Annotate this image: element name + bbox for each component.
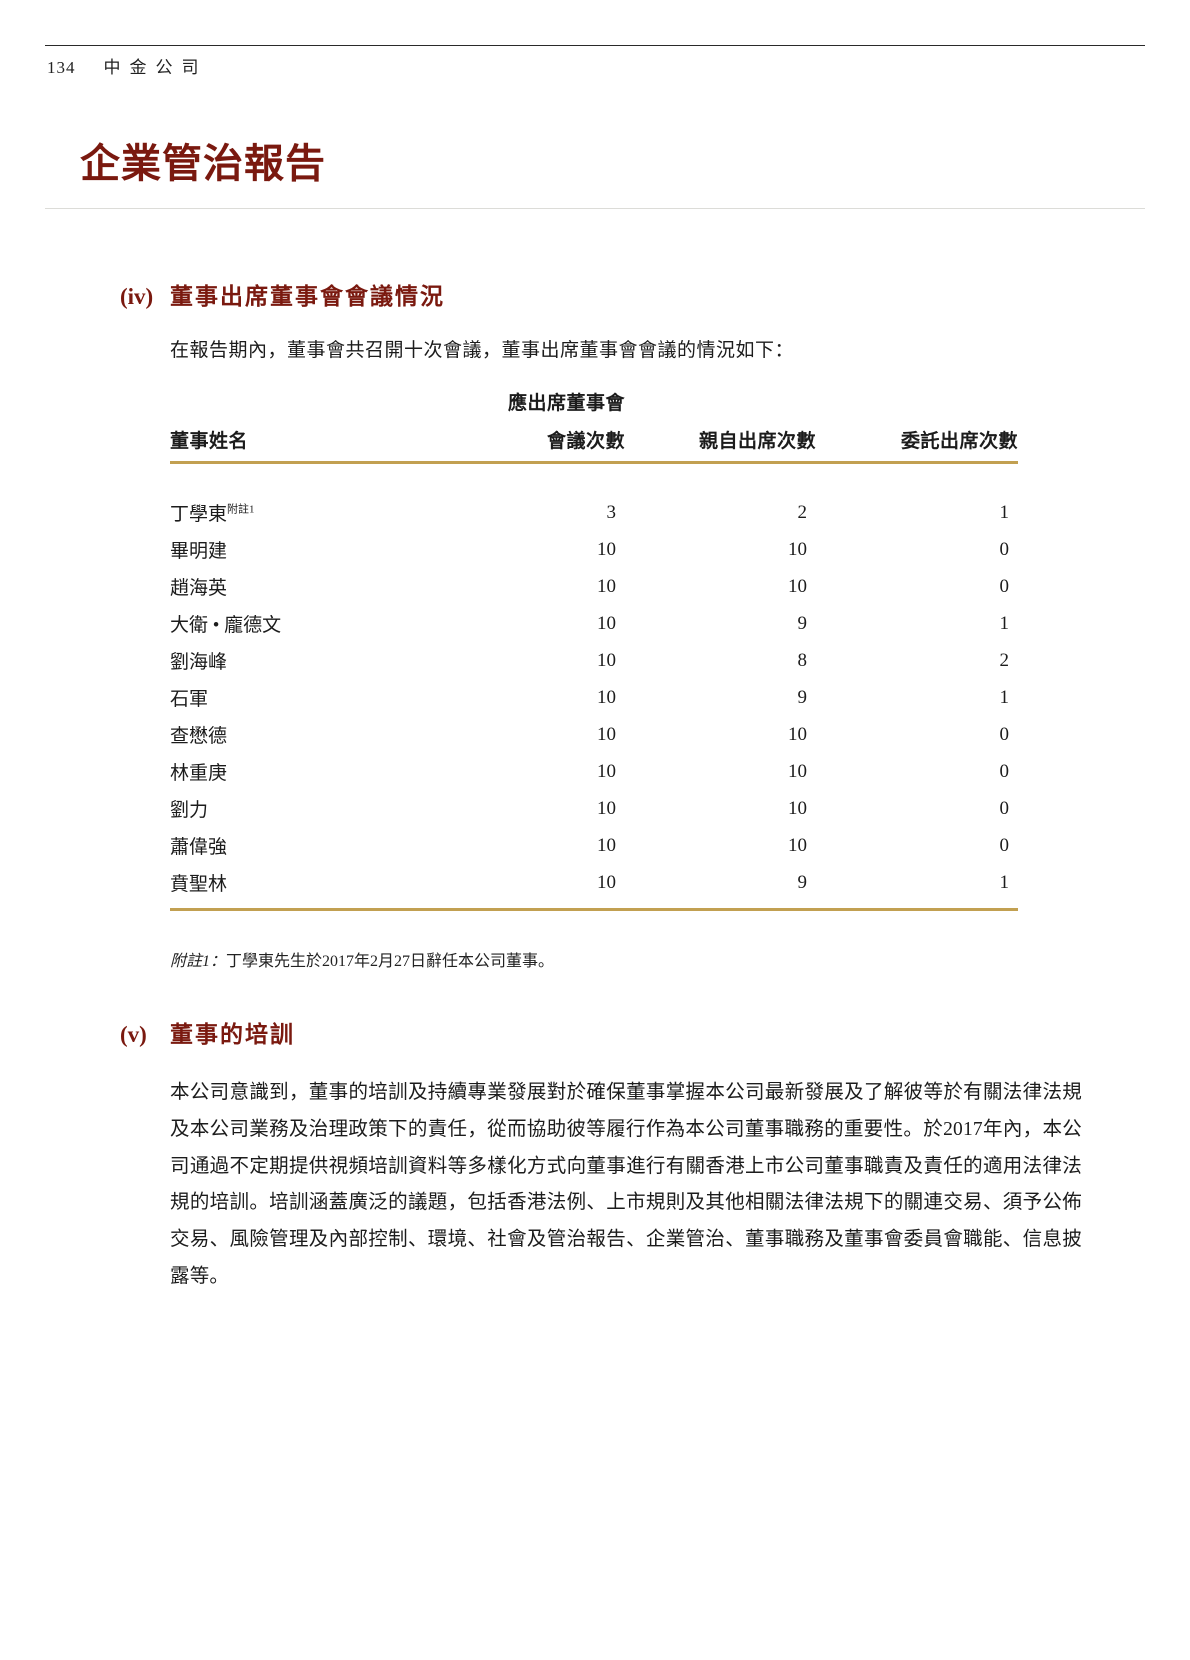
meetings-required-cell: 10 [597,612,616,634]
required-meetings-header-line1: 應出席董事會 [507,393,625,414]
section-iv-marker: (iv) [120,284,154,309]
in-person-cell: 10 [788,723,807,745]
in-person-cell: 10 [788,575,807,597]
director-name-cell: 趙海英 [170,578,228,599]
table-row: 林重庚 10 10 0 [170,753,1018,790]
director-name-cell: 石軍 [170,689,209,710]
director-name: 丁學東 [170,504,228,525]
board-attendance-table: 應出席董事會 董事姓名 會議次數 親自出席次數 委託出席次數 丁學東附註1 3 … [170,388,1018,911]
director-name-cell: 查懋德 [170,726,228,747]
by-proxy-cell: 0 [999,797,1010,819]
in-person-cell: 9 [797,612,808,634]
footnote-label: 附註1： [170,953,227,970]
by-proxy-cell: 0 [999,723,1010,745]
director-name-cell: 賁聖林 [170,864,450,911]
director-name-cell: 劉力 [170,800,209,821]
section-iv-intro: 在報告期內，董事會共召開十次會議，董事出席董事會會議的情況如下： [170,340,795,361]
in-person-header: 親自出席次數 [625,426,816,464]
meetings-required-cell: 3 [606,501,617,523]
director-name-cell: 丁學東附註1 [170,463,450,532]
meetings-required-cell: 10 [597,686,616,708]
meetings-required-cell: 10 [597,575,616,597]
in-person-cell: 9 [797,686,808,708]
table-header: 應出席董事會 董事姓名 會議次數 親自出席次數 委託出席次數 [170,388,1018,464]
by-proxy-cell: 0 [999,760,1010,782]
table-row: 大衛 • 龐德文 10 9 1 [170,605,1018,642]
meetings-required-cell: 10 [450,864,625,911]
table-row: 畢明建 10 10 0 [170,531,1018,568]
director-name-cell: 蕭偉強 [170,837,228,858]
section-v-marker: (v) [120,1022,147,1047]
section-iv-title: 董事出席董事會會議情況 [170,284,445,309]
required-meetings-header-line2: 會議次數 [450,426,625,464]
by-proxy-cell: 0 [999,834,1010,856]
section-v-title: 董事的培訓 [170,1022,295,1047]
meetings-required-cell: 10 [597,797,616,819]
by-proxy-header: 委託出席次數 [816,426,1018,464]
by-proxy-cell: 1 [999,612,1010,634]
table-header-row-2: 董事姓名 會議次數 親自出席次數 委託出席次數 [170,426,1018,464]
meetings-required-cell: 10 [597,723,616,745]
meetings-required-cell: 10 [597,538,616,560]
meetings-required-cell: 10 [597,760,616,782]
meetings-required-cell: 10 [597,834,616,856]
header-rule [45,45,1145,46]
table-row: 丁學東附註1 3 2 1 [170,463,1018,532]
empty-header-cell [170,388,450,426]
note-reference: 附註1 [227,503,255,516]
table-row: 查懋德 10 10 0 [170,716,1018,753]
in-person-cell: 2 [797,501,808,523]
by-proxy-cell: 2 [999,649,1010,671]
training-paragraph: 本公司意識到，董事的培訓及持續專業發展對於確保董事掌握本公司最新發展及了解彼等於… [170,1082,1082,1287]
section-v-heading: (v) 董事的培訓 [120,1015,1090,1049]
section-board-attendance: (iv) 董事出席董事會會議情況 在報告期內，董事會共召開十次會議，董事出席董事… [120,277,1090,971]
page-title: 企業管治報告 [80,141,326,186]
table-row: 趙海英 10 10 0 [170,568,1018,605]
director-name-cell: 劉海峰 [170,652,228,673]
running-header: 134 中金公司 [47,53,1145,78]
in-person-cell: 10 [788,797,807,819]
director-name-cell: 畢明建 [170,541,228,562]
empty-header-cell [625,388,816,426]
table-row: 賁聖林 10 9 1 [170,864,1018,911]
section-iv-heading: (iv) 董事出席董事會會議情況 [120,277,1090,311]
by-proxy-cell: 0 [999,538,1010,560]
empty-header-cell [816,388,1018,426]
in-person-cell: 10 [788,538,807,560]
director-name-header: 董事姓名 [170,426,450,464]
table-row: 劉力 10 10 0 [170,790,1018,827]
section-director-training: (v) 董事的培訓 本公司意識到，董事的培訓及持續專業發展對於確保董事掌握本公司… [120,1015,1090,1296]
director-name-cell: 大衛 • 龐德文 [170,615,282,636]
director-name-cell: 林重庚 [170,763,228,784]
by-proxy-cell: 1 [999,686,1010,708]
in-person-cell: 9 [625,864,816,911]
table-body: 丁學東附註1 3 2 1 畢明建 10 10 0 趙海英 10 10 0 大衛 … [170,463,1018,911]
in-person-cell: 10 [788,760,807,782]
meetings-required-cell: 10 [597,649,616,671]
table-row: 劉海峰 10 8 2 [170,642,1018,679]
by-proxy-cell: 1 [999,501,1010,523]
table-row: 石軍 10 9 1 [170,679,1018,716]
by-proxy-cell: 1 [816,864,1018,911]
company-name: 中金公司 [103,58,208,77]
by-proxy-cell: 0 [999,575,1010,597]
table-row: 蕭偉強 10 10 0 [170,827,1018,864]
in-person-cell: 10 [788,834,807,856]
title-divider [45,208,1145,209]
table-footnote: 附註1：丁學東先生於2017年2月27日辭任本公司董事。 [170,947,1090,971]
footnote-text: 丁學東先生於2017年2月27日辭任本公司董事。 [226,953,555,970]
table-header-row-1: 應出席董事會 [170,388,1018,426]
page-number: 134 [47,58,76,77]
in-person-cell: 8 [797,649,808,671]
